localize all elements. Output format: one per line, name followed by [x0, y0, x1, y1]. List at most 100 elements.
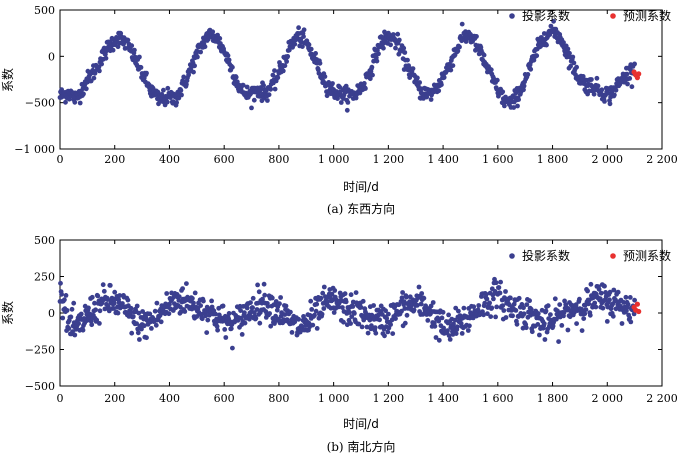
data-point-projection [430, 300, 436, 305]
data-point-projection [301, 34, 306, 39]
data-point-projection [300, 44, 305, 49]
data-point-projection [324, 93, 330, 99]
data-point-projection [528, 306, 534, 312]
data-point-projection [195, 54, 200, 60]
data-point-projection [222, 327, 228, 332]
data-point-projection [433, 335, 439, 340]
data-point-projection [370, 72, 375, 78]
data-point-projection [190, 296, 195, 301]
data-point-projection [571, 60, 577, 66]
data-point-projection [284, 59, 289, 64]
data-point-projection [592, 300, 598, 306]
data-point-projection [482, 300, 488, 306]
data-point-projection [493, 314, 498, 320]
data-point-projection [623, 294, 629, 300]
data-point-projection [627, 315, 633, 321]
data-point-projection [527, 298, 532, 304]
data-point-projection [395, 31, 401, 37]
data-point-projection [261, 281, 267, 287]
data-point-projection [372, 325, 378, 330]
data-point-projection [134, 303, 140, 309]
data-point-projection [249, 105, 254, 111]
data-point-projection [198, 49, 204, 55]
data-point-projection [228, 326, 234, 331]
x-tick-label: 1 400 [427, 153, 459, 166]
x-tick-label: 1 000 [318, 392, 350, 405]
data-point-projection [296, 316, 301, 322]
data-point-projection [544, 42, 549, 48]
data-point-projection [467, 323, 472, 329]
data-point-projection [436, 318, 442, 324]
data-point-projection [178, 304, 183, 310]
data-point-projection [402, 320, 408, 326]
data-point-projection [89, 322, 95, 328]
data-point-projection [441, 325, 446, 331]
data-point-projection [268, 323, 274, 329]
x-tick-label: 400 [159, 392, 180, 405]
data-point-projection [230, 64, 235, 70]
data-point-projection [607, 289, 613, 295]
data-point-projection [220, 303, 226, 309]
data-point-projection [481, 52, 487, 58]
data-point-projection [312, 312, 317, 318]
data-point-projection [137, 54, 142, 60]
x-tick-label: 1 000 [318, 153, 350, 166]
data-point-projection [494, 77, 500, 83]
data-point-projection [556, 339, 561, 344]
data-point-projection [593, 304, 599, 310]
x-tick-label: 800 [268, 153, 289, 166]
data-point-projection [129, 43, 135, 49]
data-point-projection [393, 316, 398, 321]
data-point-projection [607, 101, 613, 107]
data-point-projection [612, 92, 617, 98]
data-point-projection [165, 85, 171, 91]
x-tick-label: 1 600 [482, 153, 514, 166]
data-point-projection [440, 309, 446, 315]
data-point-projection [613, 297, 618, 303]
data-point-projection [562, 298, 567, 304]
data-point-projection [251, 97, 257, 103]
data-point-projection [92, 70, 98, 76]
data-point-projection [459, 21, 465, 27]
data-point-projection [62, 297, 67, 303]
data-point-projection [184, 281, 189, 286]
data-point-projection [363, 86, 368, 91]
data-point-projection [63, 293, 69, 298]
data-point-projection [277, 301, 282, 307]
data-point-projection [138, 65, 144, 70]
data-point-projection [360, 298, 366, 304]
data-point-projection [451, 321, 456, 327]
data-point-projection [610, 313, 616, 319]
data-point-projection [306, 42, 312, 48]
data-point-projection [502, 103, 507, 109]
data-point-projection [543, 308, 549, 314]
data-point-projection [561, 40, 566, 45]
data-point-projection [573, 302, 579, 308]
data-point-projection [521, 87, 526, 93]
data-point-projection [628, 319, 634, 325]
data-point-projection [416, 284, 422, 290]
data-point-projection [388, 42, 393, 48]
data-point-projection [308, 298, 314, 304]
data-point-projection [321, 284, 327, 290]
data-point-projection [474, 34, 479, 39]
y-tick-label: 250 [34, 271, 55, 284]
data-point-projection [450, 63, 456, 68]
data-point-projection [551, 18, 556, 24]
data-point-projection [488, 314, 494, 319]
x-tick-label: 0 [57, 153, 64, 166]
data-point-projection [320, 290, 326, 296]
data-point-projection [125, 297, 131, 303]
data-point-projection [511, 105, 517, 110]
data-point-projection [233, 74, 239, 80]
data-point-projection [356, 321, 362, 327]
data-point-projection [292, 319, 298, 325]
data-point-projection [352, 311, 357, 316]
data-point-projection [342, 291, 348, 297]
data-point-projection [89, 294, 95, 300]
data-point-projection [301, 27, 307, 33]
data-point-projection [625, 302, 631, 307]
data-point-projection [580, 74, 586, 79]
y-axis-label-ew: 系数 [0, 68, 15, 92]
